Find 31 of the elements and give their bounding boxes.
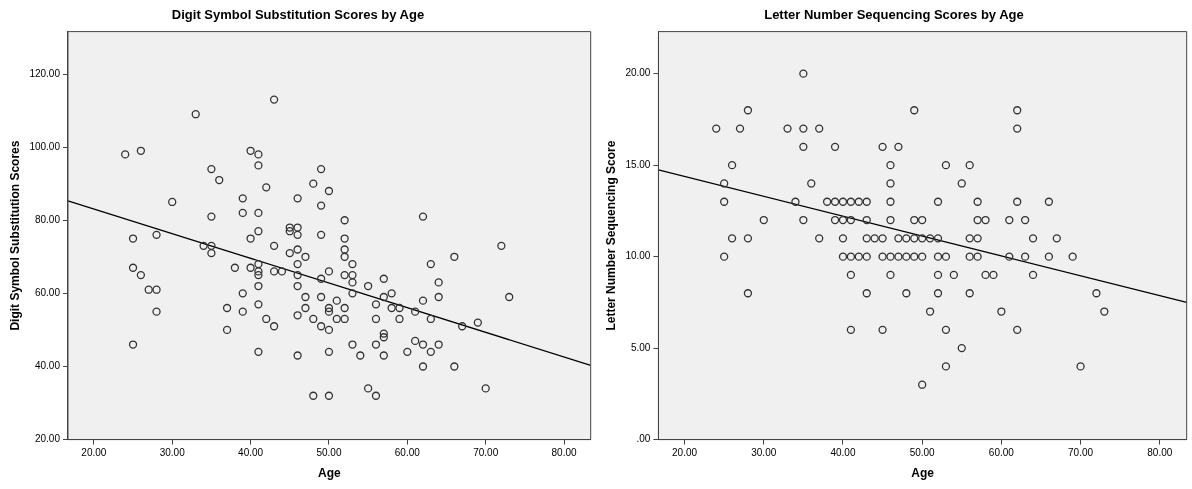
x-tick-label: 20.00	[81, 447, 107, 459]
x-axis-title: Age	[911, 466, 935, 481]
y-tick-label: 15.00	[625, 158, 651, 170]
x-tick-label: 60.00	[988, 447, 1015, 459]
y-tick-label: 20.00	[34, 433, 61, 445]
y-tick-label: .00	[636, 433, 651, 445]
y-tick-label: 120.00	[29, 67, 61, 79]
x-tick-label: 80.00	[1147, 447, 1173, 459]
y-tick-label: 80.00	[34, 214, 61, 225]
x-tick-label: 80.00	[551, 447, 577, 459]
x-tick-label: 20.00	[672, 447, 698, 459]
y-tick-label: 20.00	[625, 67, 651, 79]
y-tick-label: 40.00	[34, 360, 61, 372]
x-tick-label: 30.00	[159, 447, 186, 459]
x-tick-label: 70.00	[1068, 447, 1094, 459]
y-tick-label: 10.00	[625, 250, 651, 262]
y-tick-label: 5.00	[630, 341, 651, 353]
x-tick-label: 70.00	[473, 447, 499, 459]
chart-title: Letter Number Sequencing Scores by Age	[764, 7, 1024, 23]
x-tick-label: 50.00	[316, 447, 342, 459]
y-tick-label: 100.00	[29, 140, 61, 152]
chart-title: Digit Symbol Substitution Scores by Age	[171, 7, 425, 23]
x-axis-title: Age	[318, 466, 341, 481]
x-tick-label: 30.00	[751, 447, 777, 459]
x-tick-label: 40.00	[830, 447, 856, 459]
x-tick-label: 60.00	[394, 447, 421, 459]
y-axis-title: Digit Symbol Substitution Scores	[7, 140, 22, 331]
x-tick-label: 40.00	[238, 447, 264, 459]
y-tick-label: 60.00	[34, 287, 61, 299]
x-tick-label: 50.00	[909, 447, 936, 459]
y-axis-title: Letter Number Sequencing Score	[603, 140, 618, 331]
